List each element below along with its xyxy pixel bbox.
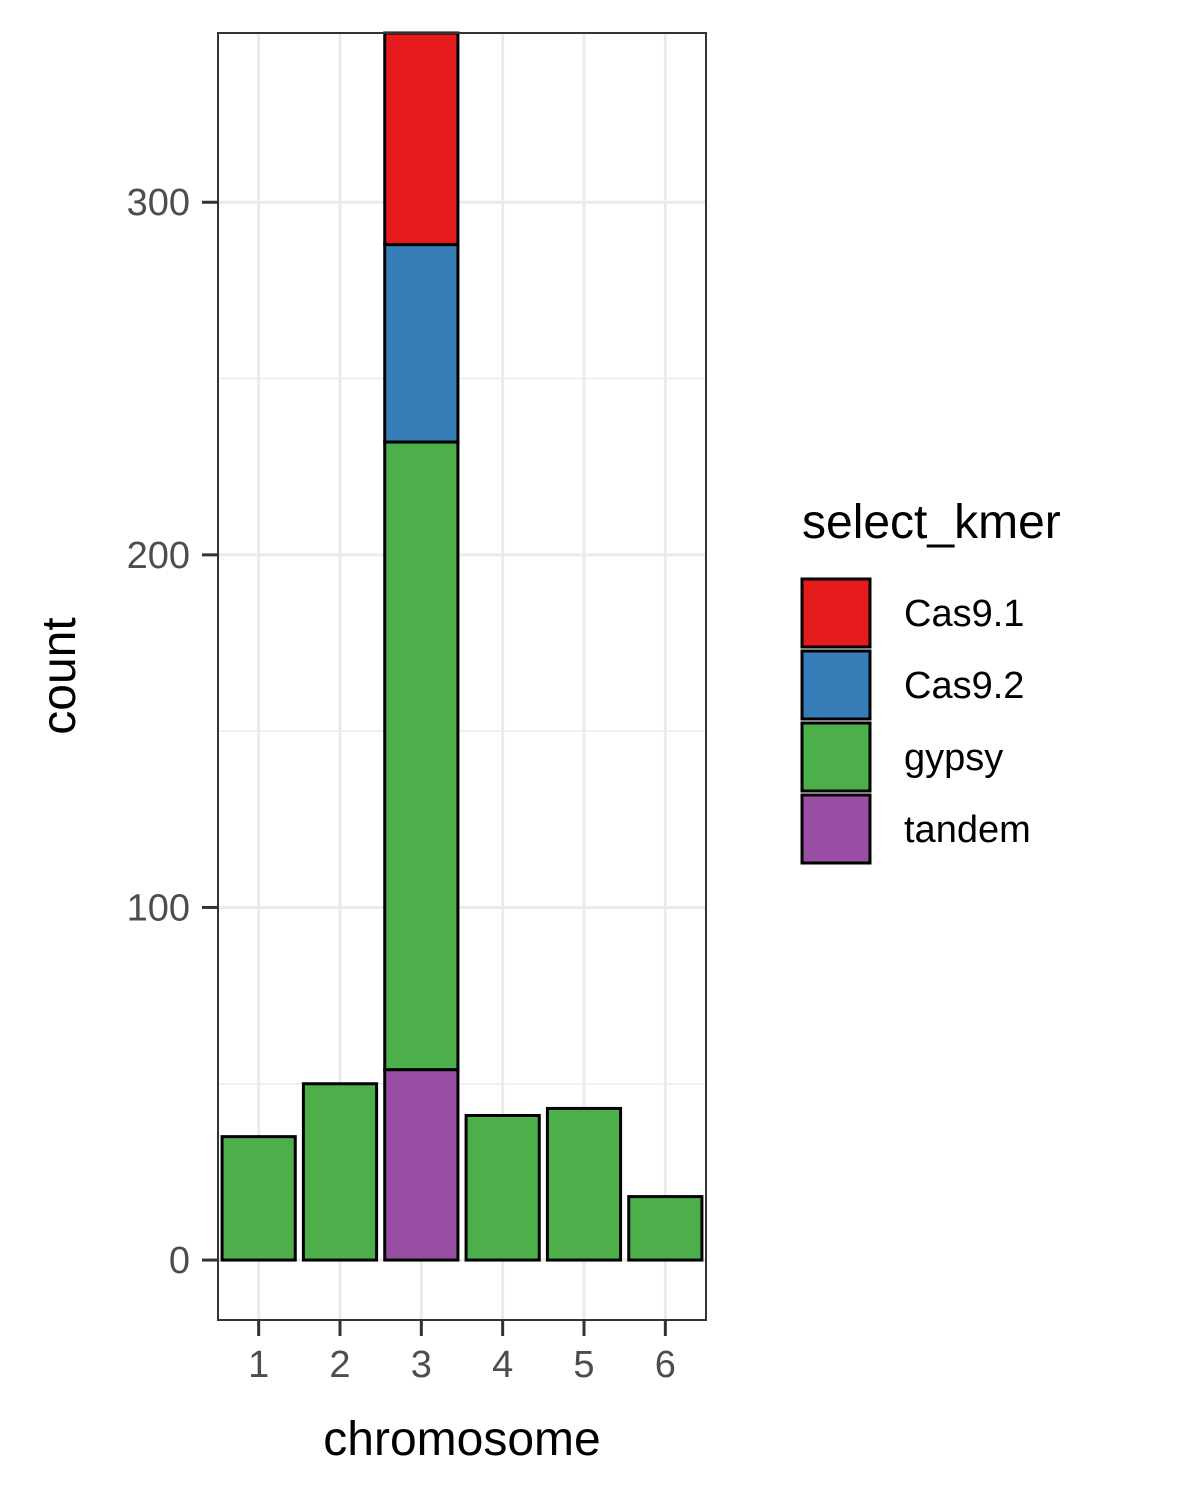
legend-label-Cas9.1: Cas9.1: [904, 593, 1024, 635]
x-tick-label: 1: [248, 1344, 269, 1386]
grid: [218, 33, 706, 1320]
bar-2-gypsy: [301, 1082, 379, 1262]
panel-border: [217, 32, 707, 1321]
legend-label-gypsy: gypsy: [904, 737, 1003, 779]
x-tick-label: 6: [655, 1344, 676, 1386]
y-tick-label: 100: [127, 887, 190, 929]
bar-5-gypsy: [545, 1106, 623, 1262]
legend-label-tandem: tandem: [904, 809, 1031, 851]
y-tick-label: 300: [127, 182, 190, 224]
bar-6-gypsy: [627, 1195, 704, 1262]
x-axis-title: chromosome: [323, 1413, 600, 1466]
bar-3-Cas9.2: [383, 243, 460, 444]
legend-key-gypsy: [800, 721, 872, 793]
legend-key-tandem: [800, 793, 872, 865]
axes: 0 100 200 300 1 2 3 4 5 6: [127, 182, 676, 1386]
x-tick-label: 2: [329, 1344, 350, 1386]
x-tick-label: 4: [492, 1344, 513, 1386]
panel-background: [218, 33, 706, 1320]
legend-key-Cas9.2: [800, 649, 872, 721]
bar-1-gypsy: [220, 1135, 297, 1262]
legend-key-Cas9.1: [800, 577, 872, 649]
bar-3-tandem: [383, 1068, 460, 1262]
bar-3-Cas9.1: [383, 31, 460, 247]
bar-4-gypsy: [464, 1113, 541, 1262]
bar-3-gypsy: [383, 440, 460, 1072]
y-tick-label: 200: [127, 535, 190, 577]
y-tick-label: 0: [169, 1240, 190, 1282]
x-tick-label: 5: [573, 1344, 594, 1386]
legend: select_kmer Cas9.1 Cas9.2 gypsy tandem: [800, 496, 1061, 865]
legend-label-Cas9.2: Cas9.2: [904, 665, 1024, 707]
legend-title: select_kmer: [802, 496, 1061, 549]
x-tick-label: 3: [411, 1344, 432, 1386]
bars: [220, 31, 704, 1262]
y-axis-title: count: [33, 617, 86, 734]
